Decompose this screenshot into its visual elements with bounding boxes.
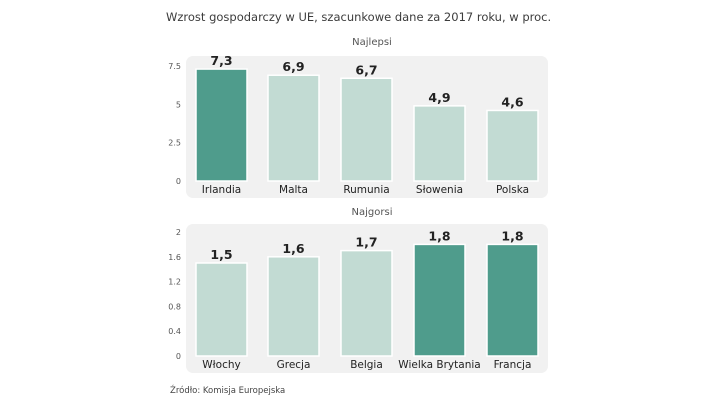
data-label: 1,8 [428,228,450,243]
y-tick-label: 0 [176,352,181,361]
y-tick-label: 0.8 [168,302,181,311]
bar [413,243,466,357]
data-label: 1,5 [210,247,232,262]
y-tick-label: 0.4 [168,327,181,336]
category-label: Polska [496,184,529,196]
chart-title: Wzrost gospodarczy w UE, szacunkowe dane… [166,10,552,24]
category-label: Włochy [202,359,240,371]
data-label: 4,9 [428,90,450,105]
category-label: Francja [494,359,532,371]
category-label: Rumunia [343,184,389,196]
data-label: 7,3 [210,53,232,68]
y-tick-label: 2.5 [168,139,181,148]
bar [486,109,539,182]
y-tick-label: 2 [176,228,181,237]
category-label: Belgia [350,359,383,371]
bar [340,249,393,357]
y-tick-label: 1.6 [168,253,181,262]
category-label: Malta [279,184,308,196]
bar [267,74,320,182]
data-label: 1,7 [355,235,377,250]
y-tick-label: 1.2 [168,278,181,287]
bar [340,77,393,182]
source-note: Źródło: Komisja Europejska [170,386,286,396]
bottom-chart-worst: Najgorsi 0 0.4 0.8 1.2 1.6 2 1,5 Włochy 1,6 Grecja… [168,207,548,373]
category-label: Wielka Brytania [398,359,480,371]
y-tick-label: 5 [176,100,181,109]
data-label: 6,7 [355,62,377,77]
panel-title: Najgorsi [352,207,393,218]
category-label: Grecja [277,359,311,371]
top-chart-best: Najlepsi 0 2.5 5 7.5 7,3 Irlandia 6,9 Malta 6,7 Ru… [168,37,548,198]
bar [195,68,248,182]
panel-title: Najlepsi [352,37,392,48]
data-label: 6,9 [282,59,304,74]
category-label: Irlandia [202,184,241,196]
bar [267,256,320,357]
bar [413,105,466,182]
y-tick-label: 0 [176,177,181,186]
bar [486,243,539,357]
data-label: 4,6 [501,94,523,109]
data-label: 1,8 [501,228,523,243]
data-label: 1,6 [282,241,304,256]
bar [195,262,248,357]
category-label: Słowenia [416,184,463,196]
y-tick-label: 7.5 [168,62,181,71]
